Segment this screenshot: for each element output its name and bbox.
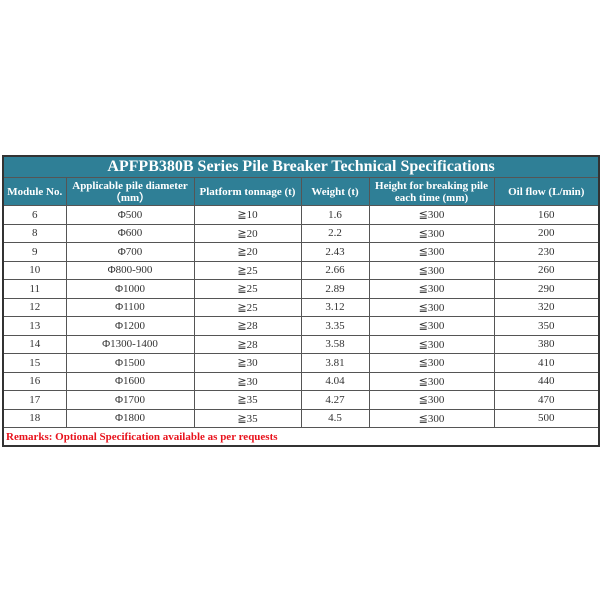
table-row: 14 Φ1300-1400 ≧28 3.58 ≦300 380 [2, 334, 600, 354]
table-cell: 2.89 [300, 279, 370, 299]
table-cell: 4.5 [300, 408, 370, 428]
table-cell: 470 [493, 390, 600, 410]
table-cell: Φ1800 [65, 408, 195, 428]
table-cell: 11 [2, 279, 67, 299]
table-cell: ≧30 [193, 371, 302, 391]
table-row: 17 Φ1700 ≧35 4.27 ≦300 470 [2, 390, 600, 410]
table-cell: ≦300 [368, 334, 495, 354]
table-row: 6 Φ500 ≧10 1.6 ≦300 160 [2, 205, 600, 225]
table-cell: ≦300 [368, 297, 495, 317]
table-cell: 410 [493, 353, 600, 373]
table-cell: 3.12 [300, 297, 370, 317]
table-cell: 10 [2, 260, 67, 280]
table-cell: Φ700 [65, 242, 195, 262]
table-row: 11 Φ1000 ≧25 2.89 ≦300 290 [2, 279, 600, 299]
table-cell: 18 [2, 408, 67, 428]
table-cell: 200 [493, 223, 600, 243]
table-cell: 1.6 [300, 205, 370, 225]
table-cell: ≧10 [193, 205, 302, 225]
table-row: 15 Φ1500 ≧30 3.81 ≦300 410 [2, 353, 600, 373]
table-cell: ≦300 [368, 223, 495, 243]
table-cell: 260 [493, 260, 600, 280]
table-row: 12 Φ1100 ≧25 3.12 ≦300 320 [2, 297, 600, 317]
table-cell: 440 [493, 371, 600, 391]
table-cell: 500 [493, 408, 600, 428]
column-header: Applicable pile diameter（mm） [65, 177, 195, 206]
table-row: 8 Φ600 ≧20 2.2 ≦300 200 [2, 223, 600, 243]
table-cell: ≧28 [193, 316, 302, 336]
column-header: Weight (t) [300, 177, 370, 206]
table-cell: 4.27 [300, 390, 370, 410]
table-row: 16 Φ1600 ≧30 4.04 ≦300 440 [2, 371, 600, 391]
table-cell: 6 [2, 205, 67, 225]
table-cell: ≦300 [368, 390, 495, 410]
column-header: Height for breaking pile each time (mm) [368, 177, 495, 206]
table-cell: ≦300 [368, 205, 495, 225]
table-row: 18 Φ1800 ≧35 4.5 ≦300 500 [2, 408, 600, 428]
table-cell: 3.81 [300, 353, 370, 373]
table-cell: 16 [2, 371, 67, 391]
table-cell: 2.2 [300, 223, 370, 243]
table-cell: 3.58 [300, 334, 370, 354]
table-cell: 380 [493, 334, 600, 354]
table-cell: Φ1600 [65, 371, 195, 391]
table-cell: 350 [493, 316, 600, 336]
table-cell: Φ1700 [65, 390, 195, 410]
table-cell: Φ1500 [65, 353, 195, 373]
spec-table: APFPB380B Series Pile Breaker Technical … [2, 155, 600, 447]
table-cell: ≧20 [193, 242, 302, 262]
table-row: 13 Φ1200 ≧28 3.35 ≦300 350 [2, 316, 600, 336]
table-cell: Φ1200 [65, 316, 195, 336]
table-cell: 8 [2, 223, 67, 243]
table-cell: 15 [2, 353, 67, 373]
table-cell: 12 [2, 297, 67, 317]
table-cell: 160 [493, 205, 600, 225]
table-cell: 4.04 [300, 371, 370, 391]
table-cell: 9 [2, 242, 67, 262]
column-header: Module No. [2, 177, 67, 206]
table-cell: ≧25 [193, 297, 302, 317]
table-cell: ≧30 [193, 353, 302, 373]
table-cell: Φ1000 [65, 279, 195, 299]
table-cell: ≧35 [193, 408, 302, 428]
table-cell: 13 [2, 316, 67, 336]
table-cell: 3.35 [300, 316, 370, 336]
table-cell: ≧20 [193, 223, 302, 243]
table-cell: ≦300 [368, 316, 495, 336]
table-cell: ≦300 [368, 242, 495, 262]
table-cell: ≦300 [368, 353, 495, 373]
table-cell: 17 [2, 390, 67, 410]
table-cell: Φ1100 [65, 297, 195, 317]
table-cell: Φ600 [65, 223, 195, 243]
table-cell: Φ1300-1400 [65, 334, 195, 354]
table-cell: 14 [2, 334, 67, 354]
table-cell: ≧25 [193, 279, 302, 299]
table-cell: ≧28 [193, 334, 302, 354]
table-row: 10 Φ800-900 ≧25 2.66 ≦300 260 [2, 260, 600, 280]
table-cell: 2.66 [300, 260, 370, 280]
remarks: Remarks: Optional Specification availabl… [2, 427, 600, 447]
table-cell: ≧25 [193, 260, 302, 280]
column-header: Oil flow (L/min) [493, 177, 600, 206]
table-cell: 290 [493, 279, 600, 299]
table-row: 9 Φ700 ≧20 2.43 ≦300 230 [2, 242, 600, 262]
table-cell: 2.43 [300, 242, 370, 262]
table-cell: ≦300 [368, 371, 495, 391]
table-cell: ≧35 [193, 390, 302, 410]
column-header: Platform tonnage (t) [193, 177, 302, 206]
table-cell: Φ500 [65, 205, 195, 225]
table-cell: ≦300 [368, 408, 495, 428]
table-cell: Φ800-900 [65, 260, 195, 280]
table-cell: ≦300 [368, 260, 495, 280]
table-cell: 320 [493, 297, 600, 317]
table-cell: 230 [493, 242, 600, 262]
table-title: APFPB380B Series Pile Breaker Technical … [2, 155, 600, 178]
spec-table-container: APFPB380B Series Pile Breaker Technical … [2, 155, 600, 447]
table-cell: ≦300 [368, 279, 495, 299]
